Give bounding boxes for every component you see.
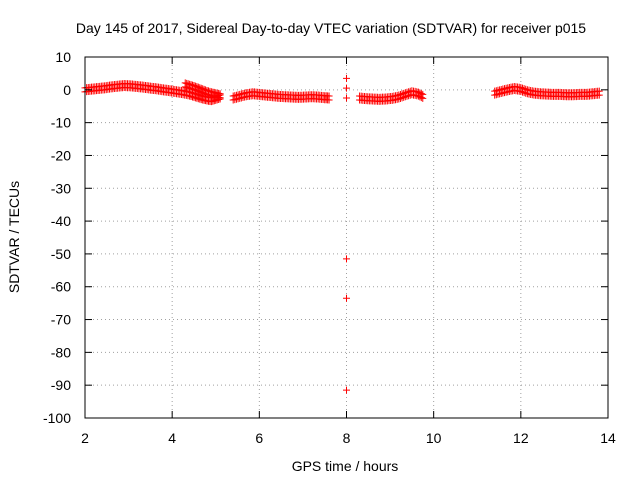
data-point	[216, 94, 224, 102]
y-tick-label: -60	[51, 279, 71, 295]
tick-layer: 10 0 -10 -20 -30 -40 -50 -60 -70 -80 -90 -100 2 4 6 8 10…	[43, 49, 616, 446]
y-tick-label: -50	[51, 246, 71, 262]
data-point	[190, 86, 198, 94]
data-point	[522, 89, 530, 97]
y-tick-label: 10	[55, 49, 71, 65]
y-tick-label: -70	[51, 312, 71, 328]
x-tick-label: 10	[426, 430, 442, 446]
data-point	[419, 94, 427, 102]
data-point	[398, 94, 406, 102]
data-point	[396, 94, 404, 102]
data-point	[200, 89, 208, 97]
data-point	[202, 90, 210, 98]
y-tick-label: -100	[43, 410, 71, 426]
x-tick-label: 8	[343, 430, 351, 446]
data-point-outlier	[343, 294, 350, 302]
y-tick-label: -10	[51, 115, 71, 131]
data-point-outlier	[343, 94, 350, 102]
data-point	[197, 88, 205, 96]
x-axis-label: GPS time / hours	[292, 458, 399, 474]
data-point-outlier	[343, 255, 350, 263]
y-tick-label: -80	[51, 344, 71, 360]
chart-title: Day 145 of 2017, Sidereal Day-to-day VTE…	[76, 20, 586, 36]
data-point	[520, 89, 528, 97]
data-point	[199, 89, 207, 97]
data-point	[194, 87, 202, 95]
y-tick-label: 0	[63, 82, 71, 98]
data-point	[417, 94, 425, 102]
data-point	[517, 87, 525, 95]
x-tick-label: 12	[513, 430, 529, 446]
x-tick-label: 4	[168, 430, 176, 446]
data-point	[191, 86, 199, 94]
x-tick-label: 14	[600, 430, 616, 446]
data-point	[595, 91, 603, 99]
data-point	[395, 95, 403, 103]
x-tick-label: 2	[81, 430, 89, 446]
y-tick-label: -20	[51, 147, 71, 163]
data-point-outlier	[343, 74, 350, 82]
data-point-outlier	[343, 84, 350, 92]
data-point	[400, 93, 408, 101]
data-point	[193, 87, 201, 95]
y-tick-label: -30	[51, 180, 71, 196]
y-tick-label: -40	[51, 213, 71, 229]
y-tick-label: -90	[51, 377, 71, 393]
data-point-outlier	[343, 386, 350, 394]
grid-layer	[85, 57, 608, 418]
y-axis-label: SDTVAR / TECUs	[6, 181, 22, 293]
data-point	[325, 96, 333, 104]
data-point	[196, 88, 204, 96]
data-layer	[81, 74, 603, 394]
x-tick-label: 6	[255, 430, 263, 446]
data-point	[518, 88, 526, 96]
